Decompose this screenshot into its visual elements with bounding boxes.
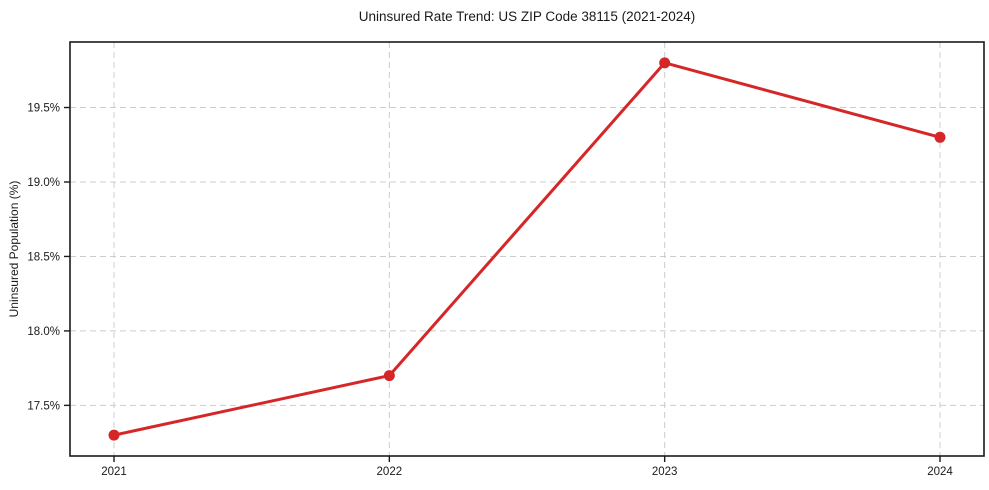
- x-tick-label: 2022: [377, 466, 403, 478]
- data-point-2024: [934, 131, 946, 143]
- data-point-2023: [659, 57, 671, 69]
- chart-title: Uninsured Rate Trend: US ZIP Code 38115 …: [358, 9, 696, 24]
- x-tick-label: 2021: [101, 466, 127, 478]
- y-tick-label: 19.5%: [27, 103, 60, 115]
- x-tick-label: 2023: [652, 466, 678, 478]
- trend-line: [112, 61, 942, 437]
- y-tick-label: 17.5%: [27, 400, 60, 412]
- data-point-2021: [108, 429, 120, 441]
- plot-frame: [69, 41, 985, 457]
- y-tick-label: 18.0%: [27, 326, 60, 338]
- y-tick-label: 19.0%: [27, 177, 60, 189]
- data-point-2022: [383, 370, 395, 382]
- x-tick-label: 2024: [927, 466, 953, 478]
- y-tick-label: 18.5%: [27, 251, 60, 263]
